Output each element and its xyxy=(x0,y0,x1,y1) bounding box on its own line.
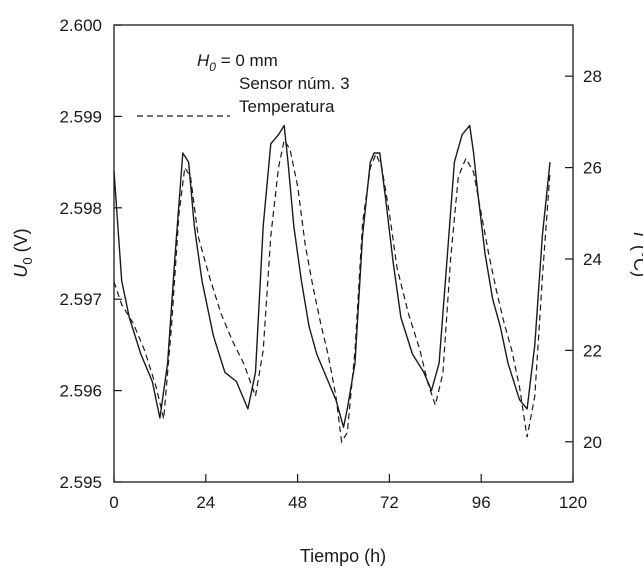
y-left-tick-label: 2.600 xyxy=(59,16,102,35)
series-line-sensor xyxy=(113,124,551,428)
x-tick-label: 24 xyxy=(196,493,215,512)
y-left-tick-label: 2.599 xyxy=(59,107,102,126)
plot-frame xyxy=(113,24,574,483)
x-axis-title: Tiempo (h) xyxy=(300,546,386,566)
y-left-sub: 0 xyxy=(20,257,35,264)
x-tick-label: 48 xyxy=(288,493,307,512)
x-tick-label: 120 xyxy=(559,493,587,512)
y-right-axis-title: T (°C) xyxy=(630,229,643,277)
legend-label-sensor: Sensor núm. 3 xyxy=(239,74,350,93)
annotation-sub: 0 xyxy=(209,60,216,74)
annotation-rest: = 0 mm xyxy=(216,51,278,70)
y-left-axis-ticks: 2.595 2.596 2.597 2.598 2.599 2.600 xyxy=(59,16,122,492)
y-right-tick-label: 28 xyxy=(583,67,602,86)
x-tick-label: 0 xyxy=(109,493,118,512)
y-left-var: U xyxy=(11,264,31,278)
y-right-tick-label: 24 xyxy=(583,250,602,269)
y-left-tick-label: 2.598 xyxy=(59,199,102,218)
legend-label-temperatura: Temperatura xyxy=(239,97,335,116)
y-left-tick-label: 2.597 xyxy=(59,290,102,309)
series-line-temperatura xyxy=(113,138,551,444)
y-right-tick-label: 20 xyxy=(583,433,602,452)
y-left-axis-title: U0 (V) xyxy=(11,228,35,277)
y-left-unit: (V) xyxy=(11,228,31,257)
y-right-axis-ticks: 20 22 24 26 28 xyxy=(565,67,602,452)
x-tick-label: 72 xyxy=(380,493,399,512)
annotation-var: H xyxy=(197,51,210,70)
y-right-unit: (°C) xyxy=(630,240,643,277)
x-axis-ticks: 0 24 48 72 96 120 xyxy=(109,474,587,512)
y-right-tick-label: 26 xyxy=(583,159,602,178)
y-left-tick-label: 2.595 xyxy=(59,473,102,492)
legend: Sensor núm. 3 Temperatura xyxy=(137,74,350,117)
y-right-var: T xyxy=(630,229,643,242)
y-left-tick-label: 2.596 xyxy=(59,382,102,401)
x-tick-label: 96 xyxy=(472,493,491,512)
y-right-tick-label: 22 xyxy=(583,341,602,360)
series-layer xyxy=(113,124,551,444)
condition-annotation: H0 = 0 mm xyxy=(197,51,278,74)
